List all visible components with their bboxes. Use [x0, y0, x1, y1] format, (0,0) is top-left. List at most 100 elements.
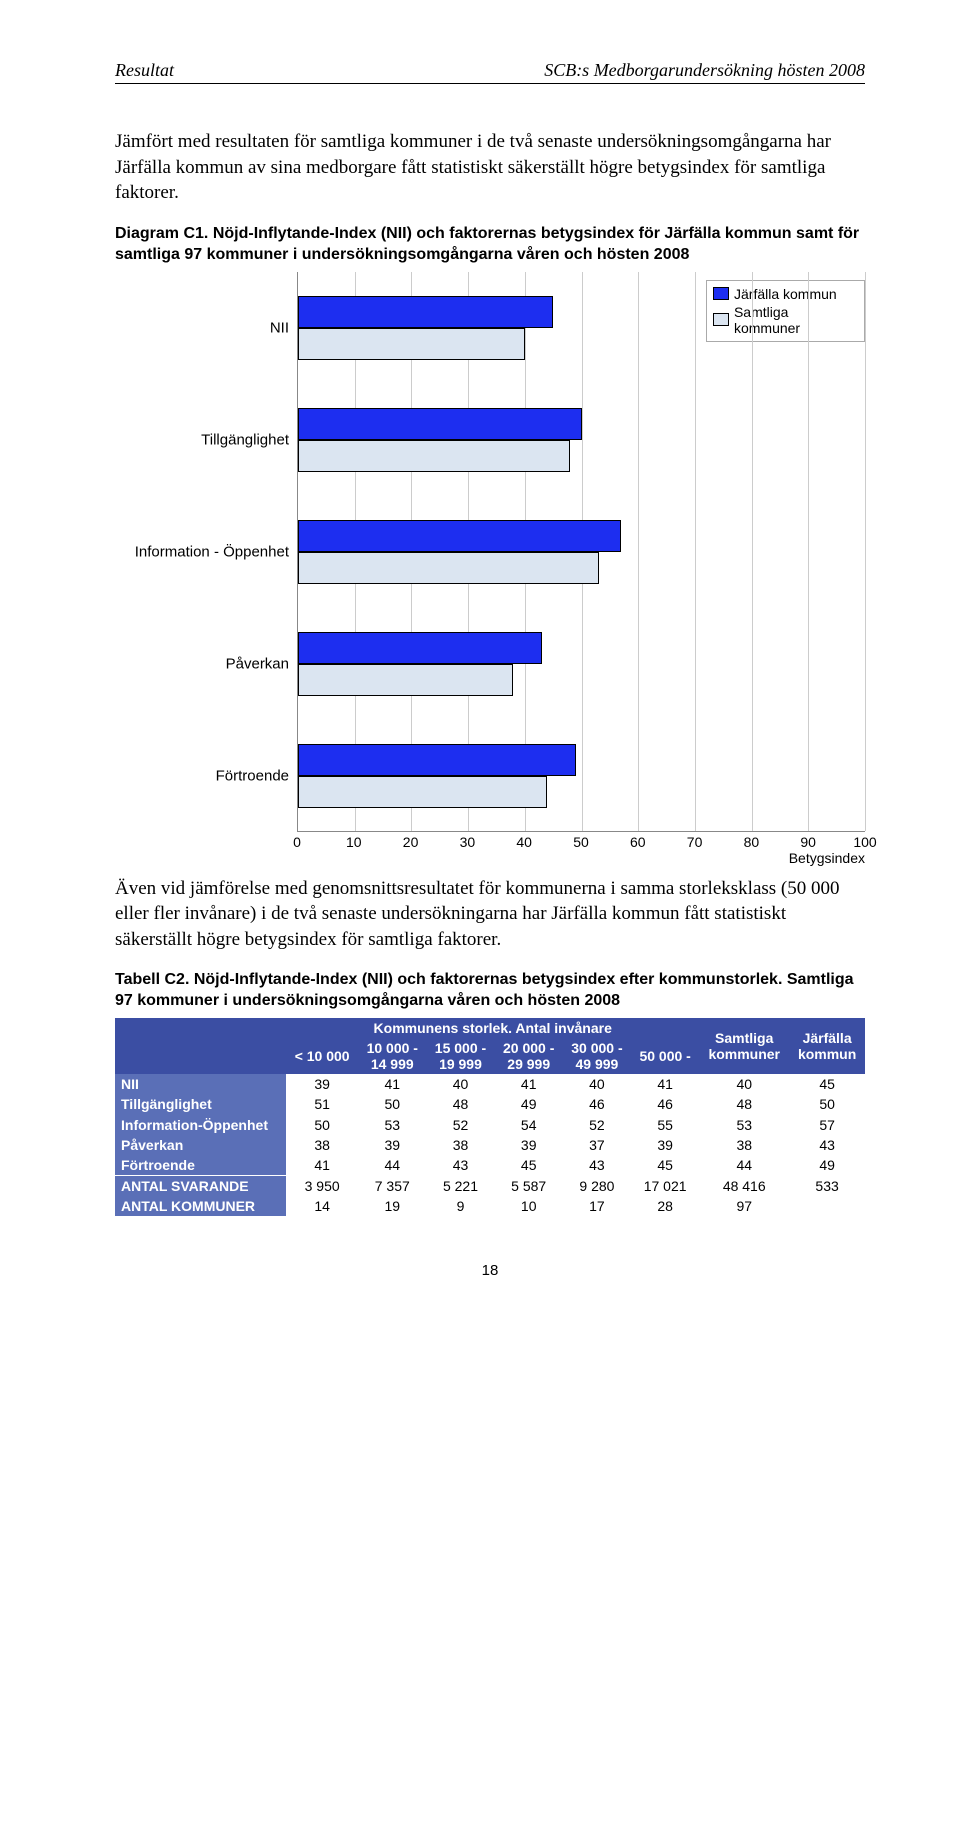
intro-paragraph: Jämfört med resultaten för samtliga komm…	[115, 129, 865, 206]
bar-jarfalla	[298, 632, 542, 664]
bar-samtliga	[298, 552, 599, 584]
table-cell: 5 587	[495, 1175, 563, 1196]
chart-plot: Järfälla kommun Samtliga kommuner	[297, 272, 865, 832]
table-cell: 46	[563, 1094, 631, 1114]
table-cell: 7 357	[358, 1175, 426, 1196]
y-category-label: Förtroende	[216, 767, 289, 784]
table-size-col-header: 15 000 -19 999	[426, 1038, 494, 1074]
table-row-label: ANTAL SVARANDE	[115, 1175, 286, 1196]
table-cell: 46	[631, 1094, 699, 1114]
table-cell: 5 221	[426, 1175, 494, 1196]
table-super-header: Kommunens storlek. Antal invånare	[286, 1018, 699, 1038]
table-cell: 55	[631, 1115, 699, 1135]
table-row-label: ANTAL KOMMUNER	[115, 1196, 286, 1216]
table-cell: 38	[286, 1135, 358, 1155]
bar-jarfalla	[298, 520, 621, 552]
chart-xaxis: Betygsindex 0102030405060708090100	[297, 832, 865, 866]
table-cell: 48	[699, 1094, 789, 1114]
bar-samtliga	[298, 328, 525, 360]
legend-swatch-jarfalla	[713, 287, 729, 300]
table-cell: 48 416	[699, 1175, 789, 1196]
diagram-caption: Diagram C1. Nöjd-Inflytande-Index (NII) …	[115, 224, 865, 266]
table-cell: 41	[631, 1074, 699, 1094]
table-size-col-header: 50 000 -	[631, 1038, 699, 1074]
bar-jarfalla	[298, 744, 576, 776]
y-category-label: Tillgänglighet	[201, 431, 289, 448]
table-cell: 50	[286, 1115, 358, 1135]
table-cell: 41	[286, 1155, 358, 1176]
table-c2: Kommunens storlek. Antal invånareSamtlig…	[115, 1018, 865, 1216]
table-cell: 14	[286, 1196, 358, 1216]
x-tick-label: 60	[630, 834, 646, 850]
table-cell: 38	[426, 1135, 494, 1155]
table-cell: 28	[631, 1196, 699, 1216]
table-cell: 40	[426, 1074, 494, 1094]
table-cell: 48	[426, 1094, 494, 1114]
y-category-label: Påverkan	[226, 655, 289, 672]
table-cell: 44	[358, 1155, 426, 1176]
chart-c1: NIITillgänglighetInformation - ÖppenhetP…	[115, 272, 865, 866]
table-cell: 50	[789, 1094, 865, 1114]
table-size-col-header: 20 000 -29 999	[495, 1038, 563, 1074]
y-category-label: NII	[270, 319, 289, 336]
table-cell: 40	[699, 1074, 789, 1094]
table-cell: 19	[358, 1196, 426, 1216]
table-cell: 45	[631, 1155, 699, 1176]
table-cell: 53	[699, 1115, 789, 1135]
x-tick-label: 0	[293, 834, 301, 850]
x-tick-label: 10	[346, 834, 362, 850]
table-cell: 53	[358, 1115, 426, 1135]
table-cell: 43	[426, 1155, 494, 1176]
table-size-col-header: 10 000 -14 999	[358, 1038, 426, 1074]
table-row-label: NII	[115, 1074, 286, 1094]
legend-swatch-samtliga	[713, 313, 729, 326]
x-tick-label: 70	[687, 834, 703, 850]
table-right-col-header: Samtligakommuner	[699, 1018, 789, 1074]
bar-samtliga	[298, 664, 513, 696]
chart-legend: Järfälla kommun Samtliga kommuner	[706, 280, 865, 342]
table-row-label: Förtroende	[115, 1155, 286, 1176]
x-tick-label: 40	[516, 834, 532, 850]
mid-paragraph: Även vid jämförelse med genomsnittsresul…	[115, 876, 865, 953]
table-cell: 51	[286, 1094, 358, 1114]
table-cell: 41	[495, 1074, 563, 1094]
table-cell: 50	[358, 1094, 426, 1114]
table-cell: 49	[789, 1155, 865, 1176]
table-cell: 9 280	[563, 1175, 631, 1196]
table-cell: 44	[699, 1155, 789, 1176]
table-cell: 39	[286, 1074, 358, 1094]
table-cell: 52	[426, 1115, 494, 1135]
table-cell: 40	[563, 1074, 631, 1094]
table-cell: 49	[495, 1094, 563, 1114]
table-cell: 9	[426, 1196, 494, 1216]
table-cell: 41	[358, 1074, 426, 1094]
table-cell: 45	[789, 1074, 865, 1094]
chart-xaxis-title: Betygsindex	[789, 850, 865, 866]
table-cell: 39	[631, 1135, 699, 1155]
table-cell: 38	[699, 1135, 789, 1155]
bar-samtliga	[298, 776, 547, 808]
chart-ylabels: NIITillgänglighetInformation - ÖppenhetP…	[115, 272, 297, 832]
table-cell: 54	[495, 1115, 563, 1135]
table-cell: 43	[789, 1135, 865, 1155]
table-cell: 533	[789, 1175, 865, 1196]
legend-label-0: Järfälla kommun	[734, 286, 837, 302]
table-cell: 45	[495, 1155, 563, 1176]
table-cell: 39	[358, 1135, 426, 1155]
table-row-label: Tillgänglighet	[115, 1094, 286, 1114]
bar-samtliga	[298, 440, 570, 472]
x-tick-label: 80	[744, 834, 760, 850]
table-cell: 57	[789, 1115, 865, 1135]
table-caption: Tabell C2. Nöjd-Inflytande-Index (NII) o…	[115, 970, 865, 1012]
header-right: SCB:s Medborgarundersökning hösten 2008	[544, 60, 865, 81]
page-header: Resultat SCB:s Medborgarundersökning hös…	[115, 60, 865, 84]
table-cell: 3 950	[286, 1175, 358, 1196]
page-number: 18	[115, 1262, 865, 1279]
x-tick-label: 100	[853, 834, 876, 850]
table-cell: 39	[495, 1135, 563, 1155]
table-size-col-header: 30 000 -49 999	[563, 1038, 631, 1074]
table-cell: 37	[563, 1135, 631, 1155]
header-left: Resultat	[115, 60, 174, 81]
bar-jarfalla	[298, 296, 553, 328]
table-size-col-header: < 10 000	[286, 1038, 358, 1074]
